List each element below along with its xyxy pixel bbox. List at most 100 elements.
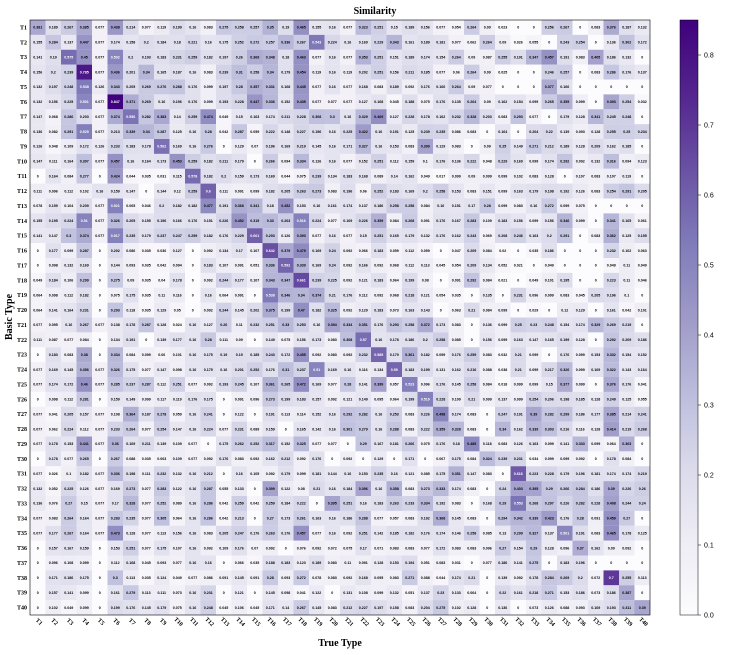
cell-value-label: 0.044 [436,576,445,580]
cell-value-label: 0.452 [281,204,290,208]
cell-value-label: 0.209 [591,145,600,149]
cell-value-label: 0.112 [80,427,89,431]
cell-value-label: 0.286 [204,517,213,521]
cell-value-label: 0.099 [529,160,538,164]
heatmap-cell [92,20,108,35]
cell-value-label: 0.501 [560,531,569,535]
cell-value-label: 0.209 [467,249,476,253]
cell-value-label: 0.123 [638,160,647,164]
cell-value-label: 0.251 [359,531,368,535]
cell-value-label: 0.025 [498,70,507,74]
cell-value-label: 0.083 [467,517,476,521]
cell-value-label: 0.227 [297,130,306,134]
cell-value-label: 0 [486,427,488,431]
cell-value-label: 0 [517,130,519,134]
heatmap-cell [464,64,480,80]
cell-value-label: 0.16 [189,323,196,327]
cell-value-label: 0.099 [560,457,569,461]
cell-value-label: 0.244 [219,308,228,312]
cell-value-label: 0.168 [359,576,368,580]
y-tick-label: T37 [17,561,27,567]
heatmap-cell [185,20,201,35]
cell-value-label: 0.102 [514,174,523,178]
cell-value-label: 0.57 [360,338,367,342]
cell-value-label: 0.099 [591,442,600,446]
cell-value-label: 0.174 [343,204,352,208]
cell-value-label: 0.181 [436,41,445,45]
cell-value-label: 0.266 [560,487,569,491]
cell-value-label: 0.281 [80,398,89,402]
cell-value-label: 0.178 [142,145,151,149]
cell-value-label: 0.575 [64,55,73,59]
heatmap-cell [510,20,527,35]
cell-value-label: 0.09 [468,55,475,59]
cell-value-label: 0.113 [281,412,290,416]
heatmap-cell [138,20,155,35]
cell-value-label: 0.092 [374,293,383,297]
cell-value-label: 0.204 [421,606,430,610]
cell-value-label: 0.592 [281,264,290,268]
heatmap-cell [185,49,201,65]
cell-value-label: 0.16 [189,561,196,565]
cell-value-label: 0 [471,561,473,565]
heatmap-cell [448,34,465,50]
cell-value-label: 0.25 [499,145,506,149]
cell-value-label: 0 [223,561,225,565]
cell-value-label: 0.086 [126,249,135,253]
cell-value-label: 0.16 [205,561,212,565]
cell-value-label: 0.063 [157,457,166,461]
cell-value-label: 0.091 [591,517,600,521]
cell-value-label: 0.06 [453,70,460,74]
cell-value-label: 0.111 [33,189,42,193]
y-tick-label: T19 [17,293,27,299]
cell-value-label: 0.259 [188,55,197,59]
cell-value-label: 0.232 [607,249,616,253]
cell-value-label: 0.099 [80,561,89,565]
cell-value-label: 0.235 [126,517,135,521]
cell-value-label: 0.395 [328,502,337,506]
cell-value-label: 0 [486,130,488,134]
cell-value-label: 0.181 [390,442,399,446]
cell-value-label: 0.083 [591,531,600,535]
cell-value-label: 0.158 [126,41,135,45]
cell-value-label: 0.244 [622,502,631,506]
colorbar-tick-label: 0.6 [704,193,714,200]
cell-value-label: 0.035 [452,293,461,297]
cell-value-label: 0.179 [405,234,414,238]
cell-value-label: 0.2 [159,204,164,208]
cell-value-label: 0.057 [390,383,399,387]
cell-value-label: 0.169 [49,368,58,372]
cell-value-label: 0.23 [437,591,444,595]
cell-value-label: 0.173 [436,323,445,327]
cell-value-label: 0.259 [467,353,476,357]
cell-value-label: 0.172 [638,41,647,45]
cell-value-label: 0.268 [405,219,414,223]
cell-value-label: 0.151 [390,55,399,59]
cell-value-label: 0.054 [452,26,461,30]
cell-value-label: 0.136 [498,606,507,610]
cell-value-label: 0.34 [298,293,305,297]
cell-value-label: 0.323 [359,26,368,30]
cell-value-label: 0.064 [467,591,476,595]
cell-value-label: 0.195 [560,279,569,283]
cell-value-label: 0.243 [266,353,275,357]
cell-value-label: 0.07 [251,546,258,550]
cell-value-label: 0.099 [498,308,507,312]
cell-value-label: 0.122 [281,487,290,491]
cell-value-label: 0.339 [529,517,538,521]
cell-value-label: 0.196 [576,561,585,565]
cell-value-label: 0.239 [312,279,321,283]
cell-value-label: 0.093 [576,606,585,610]
cell-value-label: 0.16 [329,55,336,59]
cell-value-label: 0.383 [157,115,166,119]
cell-value-label: 0.287 [204,487,213,491]
cell-value-label: 0.159 [111,398,120,402]
cell-value-label: 0.297 [545,502,554,506]
cell-value-label: 0.113 [421,264,430,268]
cell-value-label: 0.077 [95,55,104,59]
cell-value-label: 0.553 [514,502,523,506]
cell-value-label: 0.077 [343,26,352,30]
cell-value-label: 0.523 [405,383,414,387]
cell-value-label: 0 [595,204,597,208]
heatmap-cell [433,79,449,95]
